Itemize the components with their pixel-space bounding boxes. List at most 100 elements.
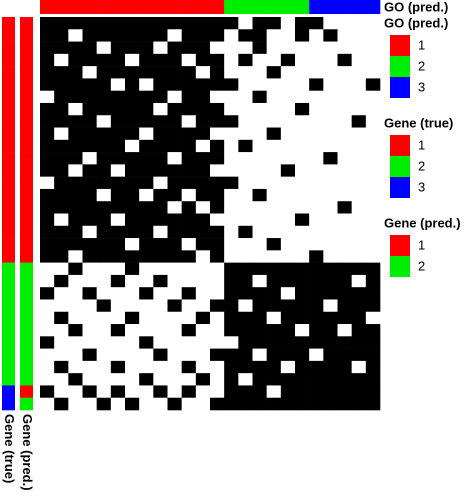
heatmap-cell	[295, 348, 310, 362]
row-annotation-cell	[2, 250, 15, 263]
heatmap-cell	[40, 115, 55, 128]
heatmap-cell	[181, 152, 197, 165]
heatmap-cell	[309, 324, 324, 337]
heatmap-cell	[351, 238, 367, 251]
heatmap-cell	[82, 250, 97, 263]
column-annotation-cell	[280, 0, 296, 14]
heatmap-cell	[54, 164, 69, 177]
heatmap-cell	[280, 262, 296, 276]
heatmap-cell	[210, 274, 225, 288]
heatmap-cell	[210, 250, 225, 263]
heatmap-cell	[309, 213, 324, 227]
heatmap-cell	[252, 66, 267, 79]
heatmap-cell	[224, 360, 239, 374]
row-annotation-cell	[20, 90, 33, 104]
heatmap-cell	[40, 238, 55, 251]
heatmap-cell	[110, 373, 126, 386]
heatmap-cell	[309, 115, 324, 128]
heatmap-cell	[82, 53, 97, 67]
heatmap-cell	[280, 373, 296, 386]
heatmap-cell	[82, 17, 97, 30]
heatmap-cell	[351, 41, 367, 55]
heatmap-cell	[365, 324, 381, 337]
heatmap-cell	[167, 397, 182, 411]
heatmap-cell	[351, 115, 367, 128]
column-annotation-cell	[96, 0, 112, 14]
heatmap-cell	[365, 41, 381, 55]
heatmap-cell	[337, 17, 352, 30]
heatmap-cell	[54, 397, 69, 411]
heatmap-cell	[351, 250, 367, 263]
row-annotation-cell	[2, 115, 15, 128]
heatmap-cell	[252, 213, 267, 227]
heatmap-cell	[40, 152, 55, 165]
heatmap-cell	[337, 360, 352, 374]
heatmap-cell	[195, 102, 211, 116]
heatmap-cell	[40, 164, 55, 177]
row-annotation-cell	[20, 127, 33, 141]
heatmap-cell	[82, 336, 97, 349]
heatmap-cell	[351, 225, 367, 239]
heatmap-cell	[153, 17, 168, 30]
heatmap-cell	[195, 225, 211, 239]
row-annotation-cell	[20, 238, 33, 251]
heatmap-cell	[125, 324, 140, 337]
heatmap-cell	[110, 53, 126, 67]
heatmap-cell	[280, 238, 296, 251]
heatmap-cell	[167, 324, 182, 337]
heatmap-cell	[195, 29, 211, 42]
heatmap-cell	[295, 299, 310, 313]
heatmap-cell	[96, 17, 112, 30]
row-annotation-cell	[20, 299, 33, 313]
heatmap-cell	[252, 287, 267, 300]
heatmap-cell	[96, 373, 112, 386]
heatmap-cell	[365, 176, 381, 190]
heatmap-cell	[82, 274, 97, 288]
heatmap-cell	[280, 139, 296, 153]
heatmap-cell	[54, 127, 69, 141]
heatmap-cell	[54, 262, 69, 276]
heatmap-cell	[266, 164, 282, 177]
heatmap-cell	[181, 188, 197, 202]
heatmap-cell	[153, 225, 168, 239]
heatmap-cell	[139, 176, 154, 190]
heatmap-cell	[238, 225, 253, 239]
heatmap-cell	[40, 397, 55, 411]
heatmap-cell	[238, 250, 253, 263]
heatmap-cell	[238, 373, 253, 386]
heatmap-cell	[195, 238, 211, 251]
heatmap-cell	[351, 336, 367, 349]
heatmap-cell	[351, 53, 367, 67]
heatmap-cell	[167, 262, 182, 276]
heatmap-cell	[252, 188, 267, 202]
heatmap-cell	[139, 201, 154, 214]
row-annotation-cell	[20, 311, 33, 325]
heatmap-cell	[351, 287, 367, 300]
heatmap-cell	[110, 152, 126, 165]
heatmap-cell	[153, 336, 168, 349]
heatmap-cell	[238, 66, 253, 79]
heatmap-cell	[125, 336, 140, 349]
row-annotation-cell	[20, 78, 33, 91]
heatmap-cell	[195, 152, 211, 165]
heatmap-cell	[139, 66, 154, 79]
heatmap-cell	[210, 152, 225, 165]
heatmap-cell	[210, 299, 225, 313]
heatmap-cell	[351, 385, 367, 399]
heatmap-cell	[125, 127, 140, 141]
heatmap-cell	[351, 213, 367, 227]
heatmap-cell	[351, 188, 367, 202]
heatmap-cell	[309, 336, 324, 349]
heatmap-cell	[351, 274, 367, 288]
heatmap-cell	[280, 41, 296, 55]
heatmap-cell	[110, 225, 126, 239]
heatmap-cell	[210, 188, 225, 202]
heatmap-cell	[309, 299, 324, 313]
heatmap-cell	[337, 213, 352, 227]
heatmap-cell	[295, 225, 310, 239]
heatmap-cell	[295, 336, 310, 349]
row-annotation-cell	[2, 66, 15, 79]
heatmap-cell	[68, 201, 83, 214]
heatmap-cell	[224, 311, 239, 325]
heatmap-cell	[96, 213, 112, 227]
